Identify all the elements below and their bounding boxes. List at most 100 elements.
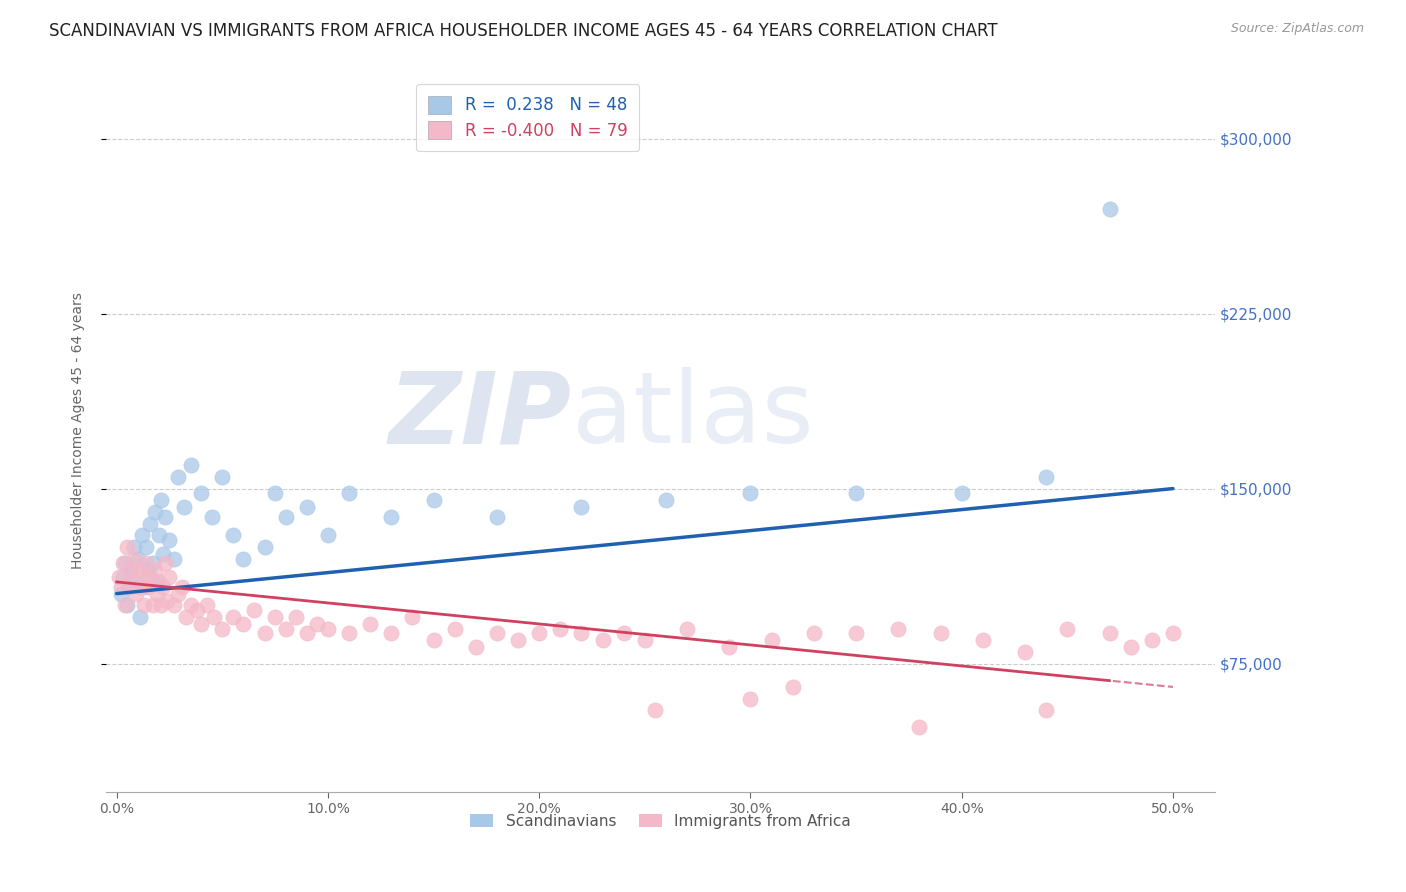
Point — [740, 691, 762, 706]
Point — [422, 633, 444, 648]
Point — [163, 551, 186, 566]
Point — [401, 610, 423, 624]
Point — [316, 622, 339, 636]
Point — [180, 599, 202, 613]
Point — [295, 626, 318, 640]
Text: SCANDINAVIAN VS IMMIGRANTS FROM AFRICA HOUSEHOLDER INCOME AGES 45 - 64 YEARS COR: SCANDINAVIAN VS IMMIGRANTS FROM AFRICA H… — [49, 22, 998, 40]
Point — [1140, 633, 1163, 648]
Point — [422, 493, 444, 508]
Point — [222, 610, 245, 624]
Point — [180, 458, 202, 473]
Point — [232, 616, 254, 631]
Point — [186, 603, 208, 617]
Point — [761, 633, 783, 648]
Point — [132, 580, 155, 594]
Point — [163, 599, 186, 613]
Point — [571, 500, 593, 515]
Point — [146, 574, 169, 589]
Point — [110, 580, 132, 594]
Point — [1161, 626, 1184, 640]
Point — [132, 599, 155, 613]
Point — [274, 622, 297, 636]
Point — [972, 633, 994, 648]
Point — [156, 593, 179, 607]
Point — [155, 556, 177, 570]
Point — [464, 640, 486, 655]
Point — [887, 622, 910, 636]
Point — [190, 486, 212, 500]
Point — [211, 622, 233, 636]
Text: atlas: atlas — [572, 368, 814, 464]
Point — [172, 580, 194, 594]
Point — [307, 616, 329, 631]
Point — [1098, 202, 1121, 216]
Point — [740, 486, 762, 500]
Point — [718, 640, 741, 655]
Point — [159, 533, 181, 547]
Point — [1035, 703, 1057, 717]
Point — [211, 470, 233, 484]
Point — [114, 599, 136, 613]
Point — [127, 563, 149, 577]
Point — [128, 580, 150, 594]
Point — [124, 574, 146, 589]
Point — [150, 493, 173, 508]
Point — [264, 486, 287, 500]
Point — [782, 680, 804, 694]
Point — [159, 570, 181, 584]
Point — [201, 509, 224, 524]
Point — [142, 599, 165, 613]
Point — [676, 622, 699, 636]
Point — [150, 599, 173, 613]
Point — [131, 528, 153, 542]
Point — [136, 563, 159, 577]
Point — [115, 540, 138, 554]
Point — [107, 570, 129, 584]
Point — [135, 540, 157, 554]
Point — [316, 528, 339, 542]
Point — [167, 470, 190, 484]
Point — [120, 563, 142, 577]
Text: ZIP: ZIP — [389, 368, 572, 464]
Point — [190, 616, 212, 631]
Point — [655, 493, 678, 508]
Point — [122, 551, 145, 566]
Point — [380, 626, 402, 640]
Point — [845, 626, 868, 640]
Point — [243, 603, 266, 617]
Point — [118, 574, 141, 589]
Point — [613, 626, 636, 640]
Point — [131, 570, 153, 584]
Point — [550, 622, 572, 636]
Point — [908, 720, 931, 734]
Point — [222, 528, 245, 542]
Point — [124, 586, 146, 600]
Point — [202, 610, 225, 624]
Point — [950, 486, 973, 500]
Point — [1119, 640, 1142, 655]
Point — [128, 610, 150, 624]
Point — [232, 551, 254, 566]
Point — [485, 626, 508, 640]
Point — [139, 516, 162, 531]
Point — [295, 500, 318, 515]
Point — [1056, 622, 1078, 636]
Point — [152, 580, 174, 594]
Point — [571, 626, 593, 640]
Point — [359, 616, 381, 631]
Point — [285, 610, 308, 624]
Point — [197, 599, 219, 613]
Point — [111, 570, 134, 584]
Point — [127, 551, 149, 566]
Point — [120, 563, 142, 577]
Point — [118, 580, 141, 594]
Point — [135, 556, 157, 570]
Point — [803, 626, 825, 640]
Point — [143, 505, 166, 519]
Point — [845, 486, 868, 500]
Point — [114, 556, 136, 570]
Point — [485, 509, 508, 524]
Point — [173, 500, 195, 515]
Point — [1035, 470, 1057, 484]
Point — [155, 509, 177, 524]
